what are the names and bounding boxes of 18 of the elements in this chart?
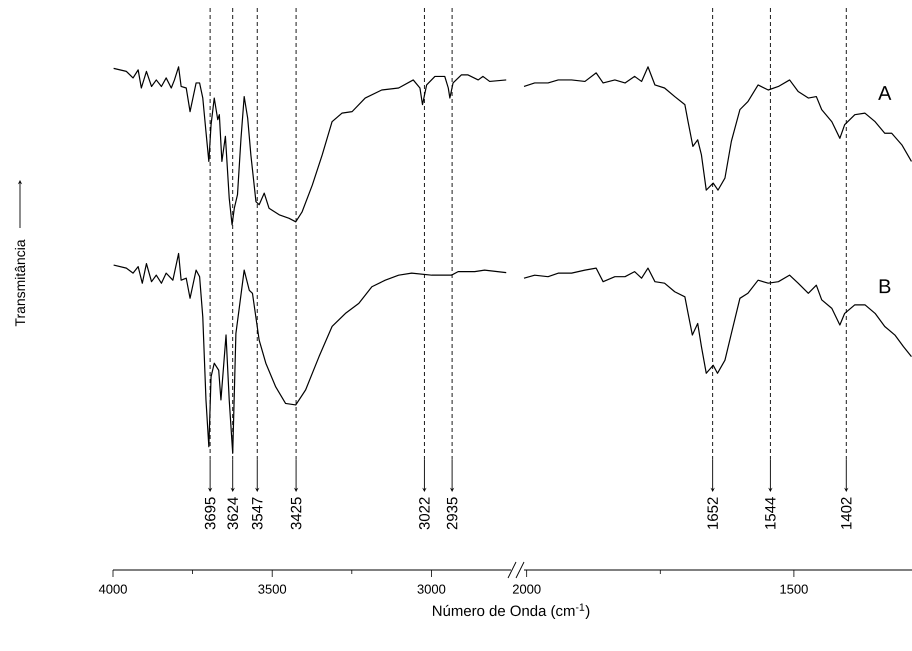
ref-line-label: 1402: [840, 497, 852, 529]
ref-line-label: 3695: [204, 497, 216, 530]
x-axis-title: Número de Onda (cm$^{-1}$): [432, 604, 590, 620]
y-axis-title: Transmitância: [14, 239, 26, 326]
x-tick-label: 3500: [258, 584, 286, 594]
series-label: A: [878, 86, 892, 100]
series-label: B: [880, 279, 890, 294]
x-tick-label: 1500: [780, 584, 808, 594]
x-tick-label: 3000: [417, 584, 446, 594]
x-tick-label: 4000: [98, 584, 127, 594]
ref-line-label: 1652: [707, 497, 718, 529]
x-tick-label: 2000: [512, 584, 541, 594]
ref-line-label: 3425: [290, 497, 302, 530]
ref-line-label: 2935: [446, 497, 458, 530]
ref-line-label: 3022: [419, 497, 430, 530]
ref-line-label: 1544: [765, 497, 776, 529]
ref-line-label: 3547: [252, 497, 263, 530]
ref-line-label: 3624: [227, 497, 238, 530]
